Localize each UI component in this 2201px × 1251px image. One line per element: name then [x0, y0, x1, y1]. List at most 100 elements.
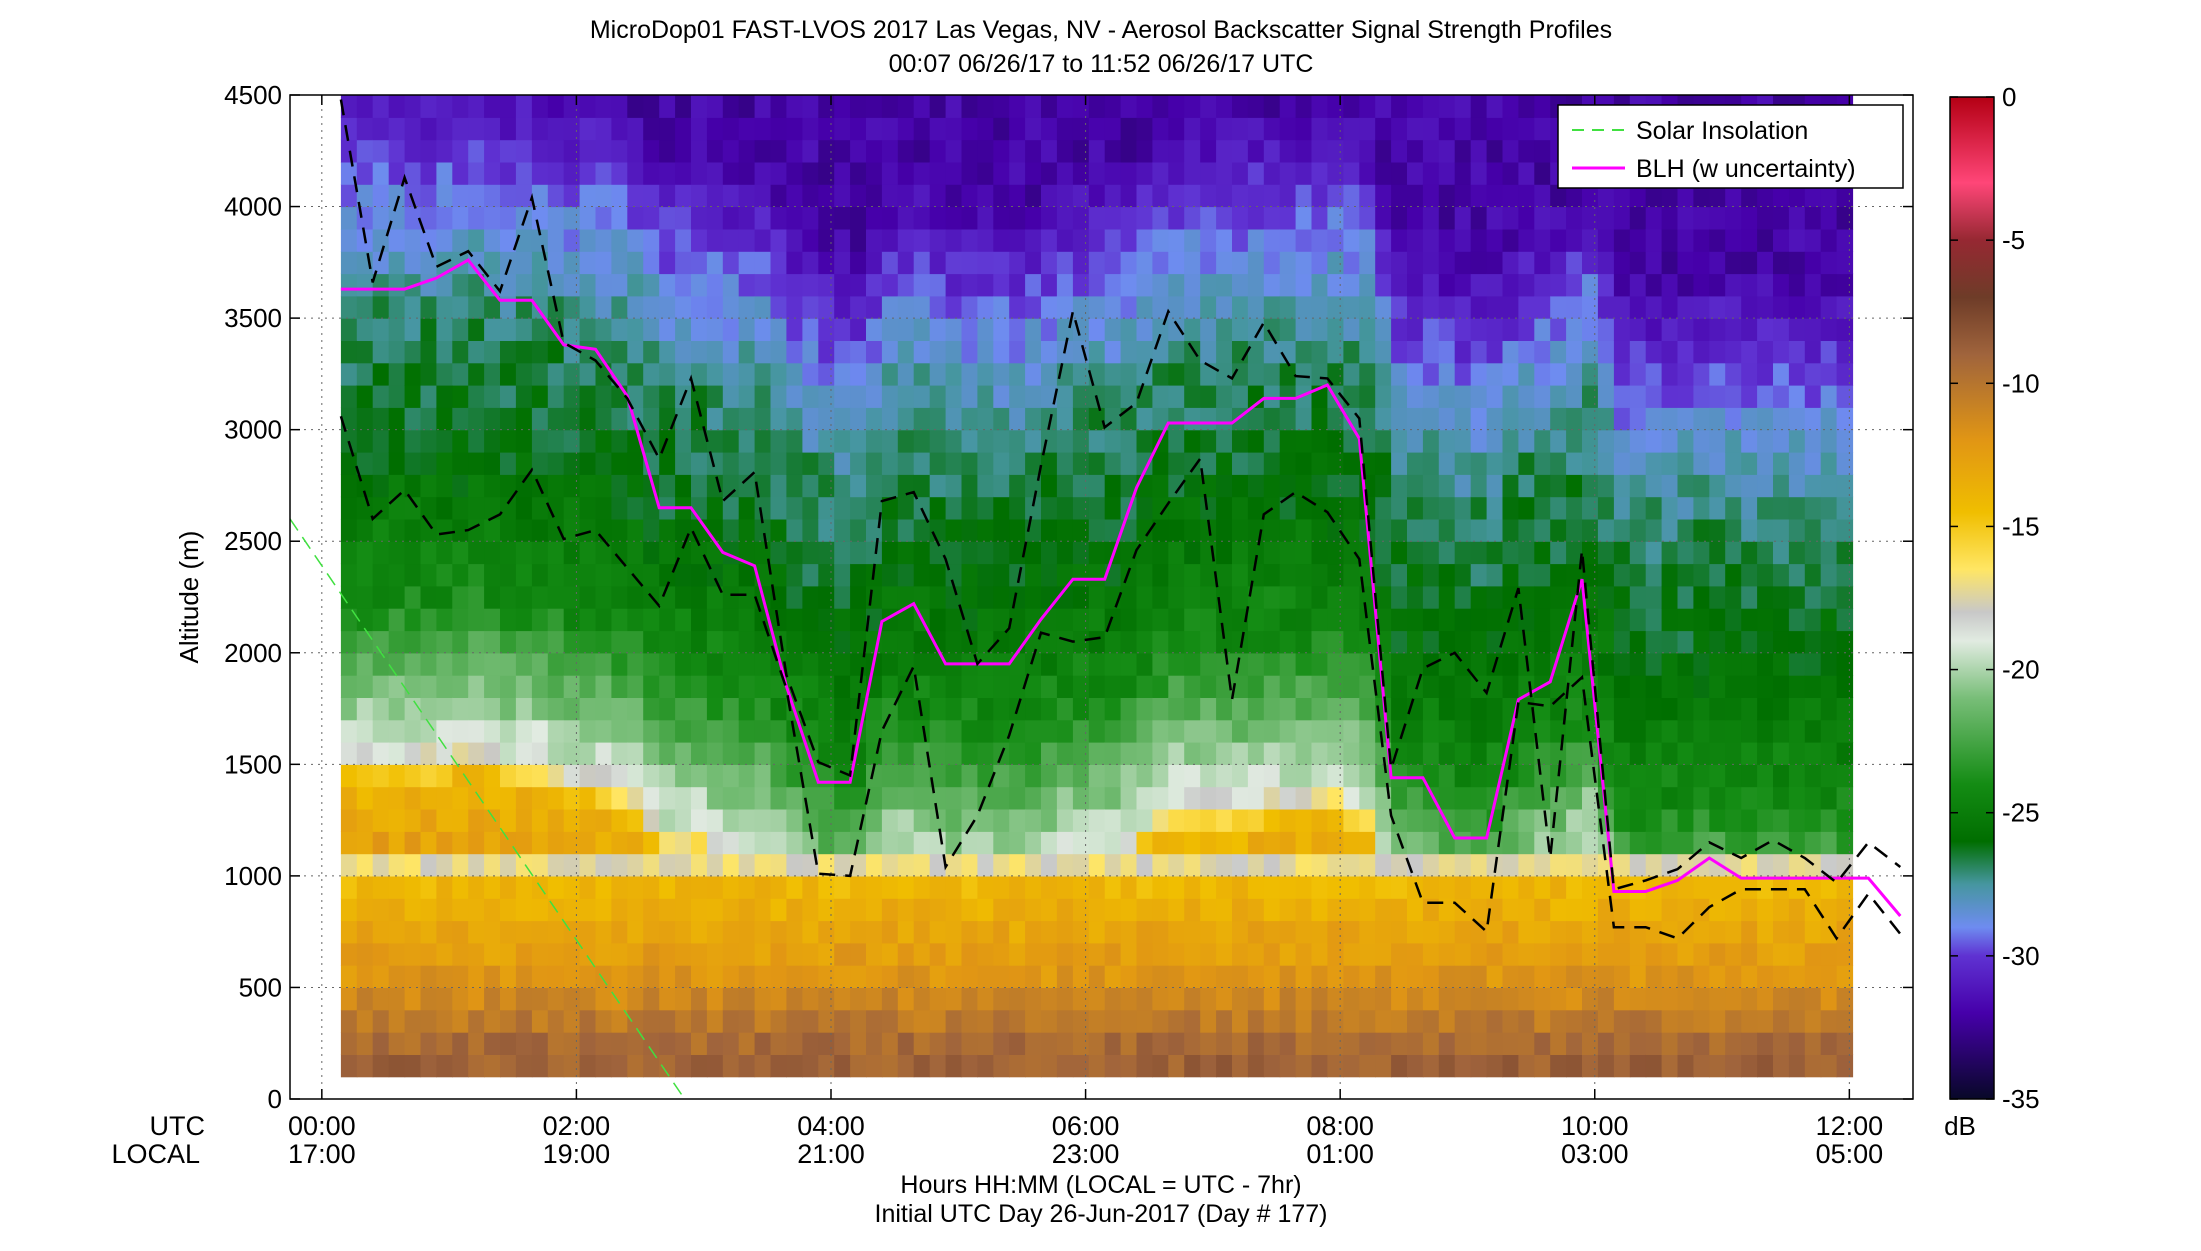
- heatmap-cell: [722, 898, 740, 922]
- heatmap-cell: [1709, 719, 1726, 743]
- heatmap-cell: [1773, 786, 1790, 810]
- heatmap-cell: [563, 1054, 581, 1078]
- heatmap-cell: [1391, 987, 1408, 1011]
- heatmap-cell: [372, 206, 390, 230]
- heatmap-cell: [1041, 1054, 1058, 1078]
- heatmap-cell: [1486, 452, 1504, 475]
- heatmap-cell: [1629, 1009, 1647, 1033]
- heatmap-cell: [1232, 295, 1249, 319]
- heatmap-cell: [452, 161, 469, 185]
- heatmap-cell: [1613, 340, 1631, 364]
- heatmap-cell: [356, 563, 374, 587]
- heatmap-cell: [1184, 139, 1201, 163]
- heatmap-cell: [627, 206, 644, 230]
- heatmap-cell: [1327, 429, 1344, 453]
- heatmap-cell: [786, 652, 803, 676]
- heatmap-cell: [1391, 965, 1408, 988]
- heatmap-cell: [404, 228, 422, 252]
- heatmap-cell: [340, 652, 358, 676]
- heatmap-cell: [1757, 452, 1774, 475]
- x-row-label-local: LOCAL: [111, 1139, 200, 1169]
- heatmap-cell: [1184, 675, 1201, 698]
- heatmap-cell: [1375, 853, 1392, 877]
- heatmap-cell: [1613, 518, 1631, 542]
- heatmap-cell: [388, 117, 406, 141]
- heatmap-cell: [468, 742, 485, 765]
- heatmap-cell: [834, 295, 851, 319]
- heatmap-cell: [1757, 764, 1774, 788]
- heatmap-cell: [1804, 786, 1822, 810]
- heatmap-cell: [1136, 139, 1153, 163]
- heatmap-cell: [452, 496, 469, 520]
- heatmap-cell: [340, 1054, 358, 1078]
- heatmap-cell: [1788, 764, 1806, 788]
- heatmap-cell: [340, 117, 358, 141]
- heatmap-cell: [1120, 898, 1138, 922]
- heatmap-cell: [468, 385, 485, 408]
- heatmap-cell: [1757, 429, 1774, 453]
- heatmap-cell: [372, 719, 390, 743]
- heatmap-cell: [722, 273, 740, 297]
- heatmap-cell: [1072, 228, 1090, 252]
- heatmap-cell: [1470, 831, 1488, 855]
- heatmap-cell: [1359, 675, 1376, 698]
- heatmap-cell: [754, 117, 772, 141]
- heatmap-cell: [515, 652, 533, 676]
- heatmap-cell: [866, 251, 883, 275]
- heatmap-cell: [388, 340, 406, 364]
- heatmap-cell: [452, 831, 469, 855]
- heatmap-cell: [420, 585, 437, 609]
- heatmap-cell: [1645, 898, 1663, 922]
- heatmap-cell: [420, 452, 437, 475]
- heatmap-cell: [1168, 942, 1185, 966]
- heatmap-cell: [340, 675, 358, 698]
- heatmap-cell: [722, 987, 740, 1011]
- heatmap-cell: [1009, 652, 1026, 676]
- heatmap-cell: [500, 563, 517, 587]
- heatmap-cell: [913, 474, 931, 498]
- heatmap-cell: [1820, 541, 1838, 565]
- heatmap-cell: [786, 496, 803, 520]
- heatmap-cell: [1247, 295, 1265, 319]
- heatmap-cell: [531, 161, 549, 185]
- heatmap-cell: [897, 1032, 915, 1055]
- heatmap-cell: [627, 161, 644, 185]
- heatmap-cell: [802, 251, 819, 275]
- heatmap-cell: [388, 385, 406, 408]
- heatmap-cell: [1041, 206, 1058, 230]
- heatmap-cell: [452, 585, 469, 609]
- heatmap-cell: [1486, 585, 1504, 609]
- heatmap-cell: [1645, 251, 1663, 275]
- heatmap-cell: [659, 318, 676, 341]
- heatmap-cell: [1200, 429, 1217, 453]
- heatmap-cell: [659, 1054, 676, 1078]
- colorbar-unit: dB: [1944, 1111, 1976, 1141]
- heatmap-cell: [818, 385, 835, 408]
- heatmap-cell: [1343, 541, 1360, 565]
- heatmap-cell: [340, 385, 358, 408]
- heatmap-cell: [1422, 809, 1440, 832]
- heatmap-cell: [1041, 786, 1058, 810]
- heatmap-cell: [1597, 496, 1615, 520]
- heatmap-cell: [770, 965, 787, 988]
- heatmap-cell: [802, 474, 819, 498]
- heatmap-cell: [929, 965, 947, 988]
- heatmap-cell: [1629, 385, 1647, 408]
- heatmap-cell: [1391, 117, 1408, 141]
- heatmap-cell: [706, 362, 724, 386]
- heatmap-cell: [340, 786, 358, 810]
- heatmap-cell: [1534, 630, 1551, 654]
- heatmap-cell: [1804, 228, 1822, 252]
- x-tick-label-utc: 12:00: [1816, 1111, 1884, 1141]
- heatmap-cell: [1295, 831, 1313, 855]
- heatmap-cell: [913, 920, 931, 944]
- heatmap-cell: [786, 875, 803, 899]
- heatmap-cell: [1454, 1032, 1472, 1055]
- heatmap-cell: [1693, 875, 1710, 899]
- heatmap-cell: [1582, 206, 1599, 230]
- heatmap-cell: [1725, 563, 1742, 587]
- heatmap-cell: [1645, 407, 1663, 431]
- heatmap-cell: [1359, 496, 1376, 520]
- heatmap-cell: [1629, 228, 1647, 252]
- heatmap-cell: [1343, 831, 1360, 855]
